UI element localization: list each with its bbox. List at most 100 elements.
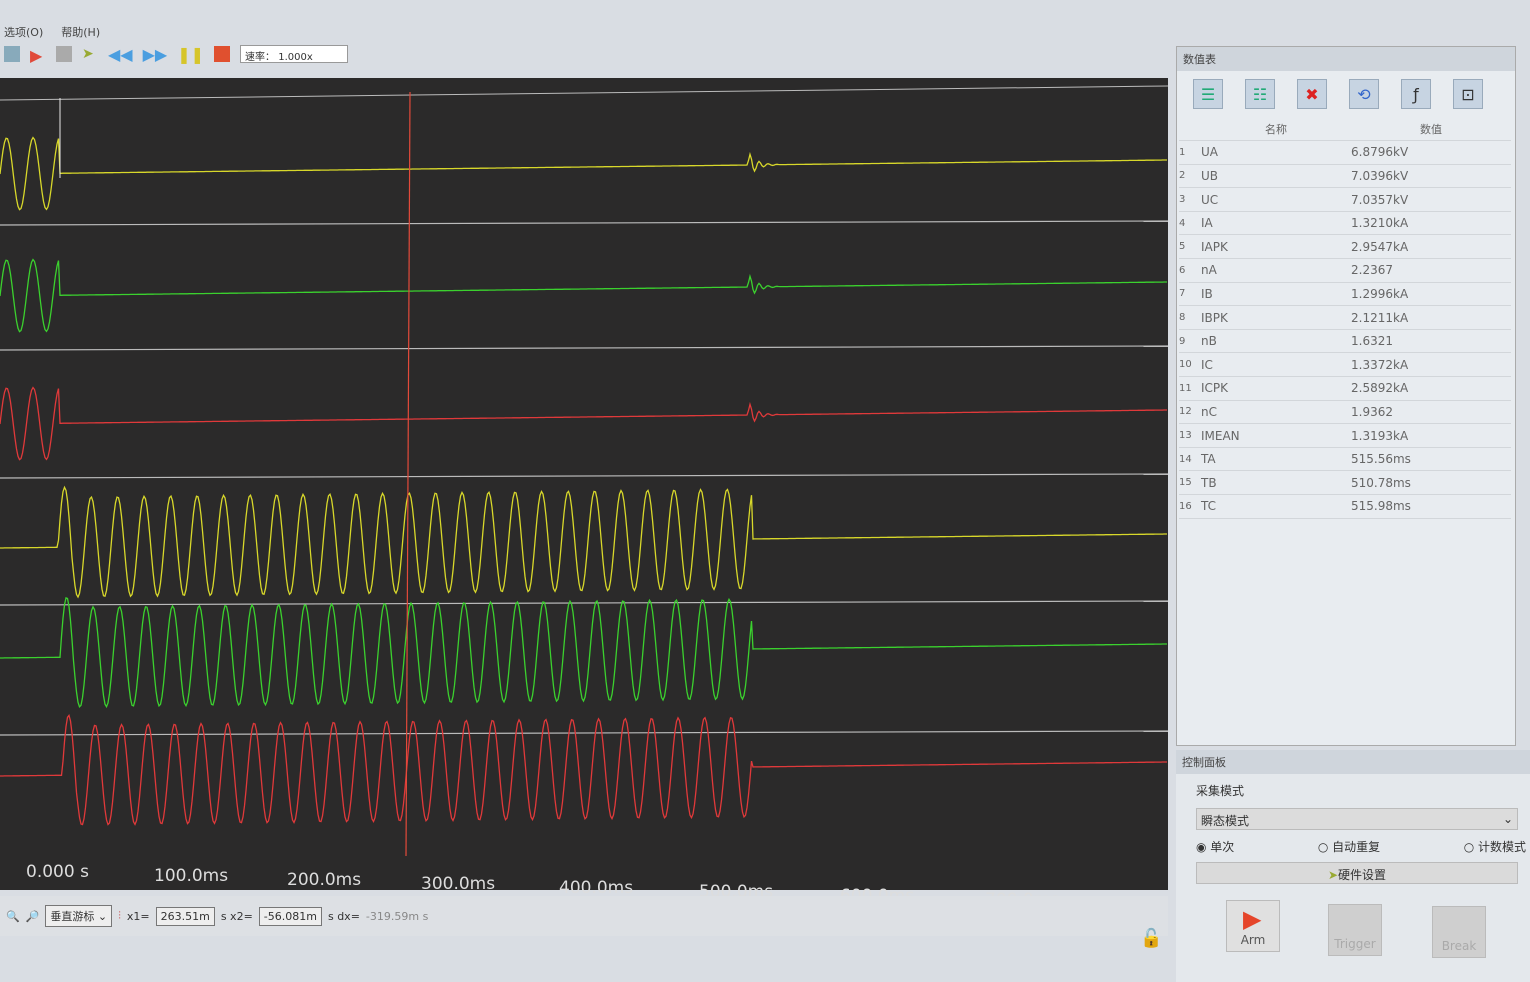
step-icon[interactable]: ➤ [82,46,94,62]
row-value: 515.98ms [1351,494,1511,519]
row-name: TC [1201,494,1351,519]
header-name: 名称 [1201,117,1351,142]
menu-options[interactable]: 选项(O) [4,26,44,39]
play-icon[interactable]: ▶ [30,46,43,65]
table-row[interactable]: 11 ICPK 2.5892kA [1179,376,1511,401]
time-tick: 100.0ms [154,866,229,886]
zoom-in-icon[interactable]: 🔍 [6,909,20,923]
table-row[interactable]: 2 UB 7.0396kV [1179,164,1511,189]
row-value: 1.9362 [1351,400,1511,425]
x1-label: x1= [126,909,150,923]
row-index: 6 [1179,258,1201,283]
row-name: nB [1201,329,1351,354]
cursor-icon[interactable]: ⫶ [118,909,121,922]
time-tick: 400.0ms [559,878,634,898]
open-icon[interactable] [4,46,20,62]
row-index: 15 [1179,470,1201,495]
channel-separator [0,220,1168,226]
rewind-icon[interactable]: ◀◀ [108,44,133,64]
waveform-trace [0,713,1167,826]
table-row[interactable]: 12 nC 1.9362 [1179,400,1511,425]
forward-icon[interactable]: ▶▶ [142,44,168,64]
add-row-icon[interactable]: ☰ [1193,79,1223,109]
row-value: 1.3372kA [1351,352,1511,378]
waveform-trace [0,386,1167,461]
table-row[interactable]: 4 IA 1.3210kA [1179,211,1511,236]
stop-gray-icon[interactable] [56,46,72,62]
row-name: TB [1201,470,1351,495]
table-row[interactable]: 1 UA 6.8796kV [1179,140,1511,165]
row-name: TA [1201,447,1351,472]
table-row[interactable]: 16 TC 515.98ms [1179,494,1511,519]
stop-icon[interactable] [214,46,231,62]
row-name: nC [1201,400,1351,425]
row-index: 16 [1179,494,1201,519]
dx-value: -319.59m s [365,909,429,923]
function-icon[interactable]: ƒ [1401,79,1431,109]
menu-bar: 选项(O) 帮助(H) [0,24,100,44]
row-index: 2 [1179,164,1201,189]
table-row[interactable]: 15 TB 510.78ms [1179,470,1511,495]
table-row[interactable]: 9 nB 1.6321 [1179,329,1511,354]
rate-field[interactable]: 速率： 1.000x [240,45,349,63]
row-name: IMEAN [1201,423,1351,448]
table-row[interactable]: 13 IMEAN 1.3193kA [1179,423,1511,448]
x2-label: s x2= [220,909,253,923]
radio-count-mode[interactable]: ○ 计数模式 [1463,840,1526,854]
mode-label: 采集模式 [1196,784,1245,798]
refresh-icon[interactable]: ⟲ [1349,79,1379,109]
mode-select[interactable]: 瞬态模式 ⌄ [1196,808,1518,830]
row-value: 7.0396kV [1351,164,1511,189]
cursor-x1-line[interactable] [405,91,411,857]
panel-title: 数值表 [1177,47,1515,71]
pause-icon[interactable]: ❚❚ [177,44,205,64]
row-name: UC [1201,187,1351,212]
time-tick: 200.0ms [287,870,362,890]
row-name: IAPK [1201,234,1351,260]
row-value: 1.2996kA [1351,282,1511,307]
table-row[interactable]: 3 UC 7.0357kV [1179,187,1511,212]
row-value: 2.5892kA [1351,376,1511,401]
header-value: 数值 [1351,117,1511,142]
arm-button[interactable]: ▶ Arm [1226,900,1280,952]
row-index: 4 [1179,211,1201,236]
zoom-out-icon[interactable]: 🔎 [25,909,40,923]
table-row[interactable]: 6 nA 2.2367 [1179,258,1511,283]
time-tick: 0.000 s [26,862,89,882]
row-index: 7 [1179,282,1201,307]
row-value: 510.78ms [1351,470,1511,495]
row-name: IA [1201,211,1351,236]
table-row[interactable]: 7 IB 1.2996kA [1179,282,1511,307]
row-value: 2.2367 [1351,258,1511,283]
export-icon[interactable]: ⊡ [1453,79,1483,109]
dx-label: s dx= [327,909,360,923]
row-name: IC [1201,352,1351,378]
menu-help[interactable]: 帮助(H) [61,26,101,39]
value-table-panel: 数值表 ☰ ☷ ✖ ⟲ ƒ ⊡ 名称 数值 1 UA 6.8796kV 2 UB 7.039… [1176,46,1516,746]
hardware-settings-button[interactable]: ➤硬件设置 [1196,862,1518,884]
row-index: 12 [1179,400,1201,425]
row-index: 13 [1179,423,1201,448]
row-index: 9 [1179,329,1201,354]
table-row[interactable]: 5 IAPK 2.9547kA [1179,234,1511,260]
table-row[interactable]: 8 IBPK 2.1211kA [1179,305,1511,330]
radio-single[interactable]: ◉ 单次 [1196,840,1235,854]
x2-field[interactable]: -56.081m [258,906,322,926]
waveform-display[interactable] [0,78,1168,890]
break-button[interactable]: Break [1432,906,1486,958]
lock-icon[interactable]: 🔓 [1140,928,1163,949]
row-index: 11 [1179,376,1201,401]
table-row[interactable]: 14 TA 515.56ms [1179,447,1511,472]
row-index: 8 [1179,305,1201,330]
delete-icon[interactable]: ✖ [1297,79,1327,109]
waveform-trace [0,136,1167,211]
x1-field[interactable]: 263.51m [155,906,215,926]
list-icon[interactable]: ☷ [1245,79,1275,109]
row-name: nA [1201,258,1351,283]
radio-auto-repeat[interactable]: ○ 自动重复 [1317,840,1381,854]
cursor-mode-select[interactable]: 垂直游标 ⌄ [45,905,113,927]
trigger-button[interactable]: Trigger [1328,904,1382,956]
waveform-trace [0,258,1167,333]
row-index: 10 [1179,352,1201,378]
table-row[interactable]: 10 IC 1.3372kA [1179,352,1511,378]
